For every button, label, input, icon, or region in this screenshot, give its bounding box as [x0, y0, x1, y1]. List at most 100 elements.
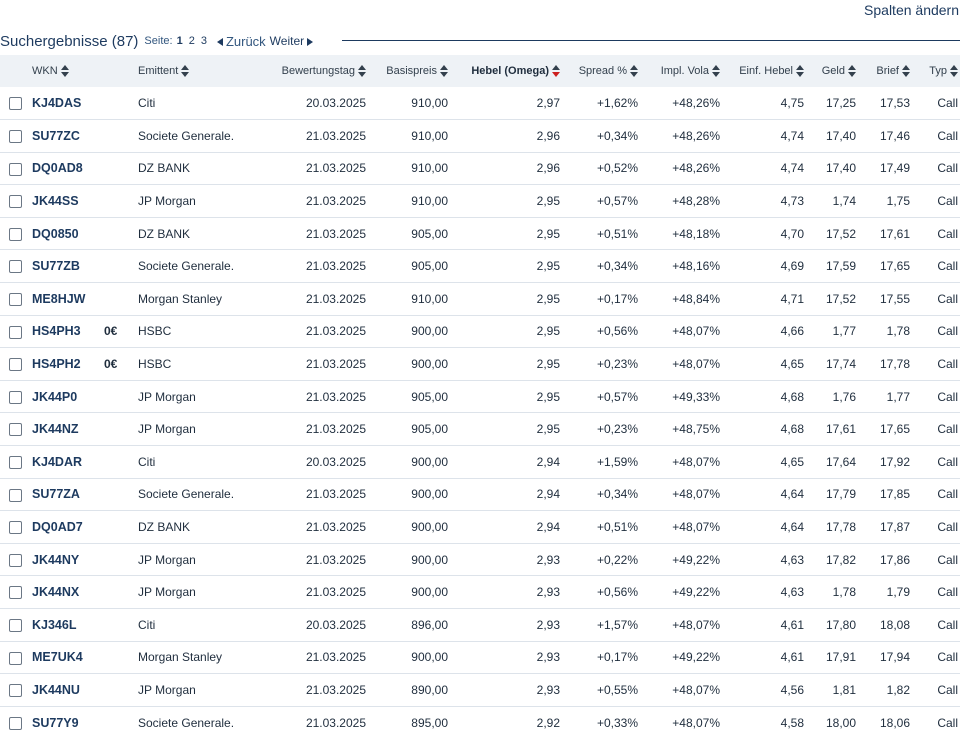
- header-wkn[interactable]: WKN: [30, 55, 102, 87]
- table-row[interactable]: JK44P0 JP Morgan 21.03.2025 905,00 2,95 +0,57…: [0, 380, 960, 413]
- header-bewertungstag[interactable]: Bewertungstag: [268, 55, 368, 87]
- wkn-link[interactable]: JK44NU: [32, 682, 80, 697]
- basispreis-cell: 900,00: [411, 487, 448, 502]
- row-checkbox[interactable]: [8, 488, 22, 502]
- table-row[interactable]: DQ0850 DZ BANK 21.03.2025 905,00 2,95 +0,51% +…: [0, 217, 960, 250]
- table-row[interactable]: SU77ZA Societe Generale. 21.03.2025 900,00 2…: [0, 478, 960, 511]
- einf-hebel-cell: 4,64: [780, 520, 804, 535]
- table-row[interactable]: KJ4DAR Citi 20.03.2025 900,00 2,94 +1,59% +48,…: [0, 446, 960, 479]
- header-vola[interactable]: Impl. Vola: [640, 55, 722, 87]
- row-checkbox[interactable]: [8, 651, 22, 665]
- spread-cell: +0,17%: [596, 291, 638, 306]
- header-spread[interactable]: Spread %: [562, 55, 640, 87]
- table-row[interactable]: SU77ZB Societe Generale. 21.03.2025 905,00 2…: [0, 250, 960, 283]
- wkn-link[interactable]: HS4PH2: [32, 357, 81, 372]
- table-row[interactable]: JK44SS JP Morgan 21.03.2025 910,00 2,95 +0,57…: [0, 185, 960, 218]
- wkn-link[interactable]: KJ4DAR: [32, 454, 83, 469]
- wkn-link[interactable]: SU77ZC: [32, 128, 80, 143]
- row-checkbox[interactable]: [8, 423, 22, 437]
- row-checkbox[interactable]: [8, 162, 22, 176]
- table-row[interactable]: HS4PH3 0€ HSBC 21.03.2025 900,00 2,95 +0,56% +4…: [0, 315, 960, 348]
- row-checkbox[interactable]: [8, 684, 22, 698]
- einf-hebel-cell: 4,73: [780, 194, 804, 209]
- header-basispreis[interactable]: Basispreis: [368, 55, 450, 87]
- row-checkbox[interactable]: [8, 521, 22, 535]
- emittent-cell: Societe Generale.: [138, 715, 235, 730]
- wkn-link[interactable]: JK44NY: [32, 552, 80, 567]
- wkn-link[interactable]: SU77Y9: [32, 715, 79, 730]
- wkn-link[interactable]: SU77ZA: [32, 487, 80, 502]
- table-row[interactable]: ME8HJW Morgan Stanley 21.03.2025 910,00 2,95…: [0, 283, 960, 316]
- emittent-cell: DZ BANK: [138, 520, 191, 535]
- table-row[interactable]: JK44NU JP Morgan 21.03.2025 890,00 2,93 +0,55…: [0, 674, 960, 707]
- row-checkbox-cell: [0, 641, 30, 674]
- header-typ[interactable]: Typ: [912, 55, 960, 87]
- wkn-link[interactable]: SU77ZB: [32, 259, 80, 274]
- table-row[interactable]: JK44NY JP Morgan 21.03.2025 900,00 2,93 +0,22…: [0, 543, 960, 576]
- spread-cell: +0,23%: [596, 357, 638, 372]
- results-table: WKN Emittent Bewertungstag Basispreis He…: [0, 55, 960, 735]
- header-bewertungstag-label: Bewertungstag: [281, 64, 355, 77]
- hebel-cell: 2,92: [536, 715, 560, 730]
- header-emittent[interactable]: Emittent: [136, 55, 268, 87]
- table-row[interactable]: ME7UK4 Morgan Stanley 21.03.2025 900,00 2,93…: [0, 641, 960, 674]
- page-3-link[interactable]: 3: [200, 35, 207, 47]
- table-row[interactable]: JK44NZ JP Morgan 21.03.2025 905,00 2,95 +0,23…: [0, 413, 960, 446]
- table-row[interactable]: DQ0AD8 DZ BANK 21.03.2025 910,00 2,96 +0,52% +…: [0, 152, 960, 185]
- row-checkbox[interactable]: [8, 358, 22, 372]
- row-checkbox[interactable]: [8, 390, 22, 404]
- header-brief[interactable]: Brief: [858, 55, 912, 87]
- row-checkbox[interactable]: [8, 97, 22, 111]
- wkn-link[interactable]: DQ0AD7: [32, 520, 83, 535]
- wkn-link[interactable]: ME8HJW: [32, 291, 86, 306]
- wkn-link[interactable]: JK44NZ: [32, 422, 79, 437]
- row-checkbox[interactable]: [8, 227, 22, 241]
- wkn-link[interactable]: ME7UK4: [32, 650, 83, 665]
- header-geld[interactable]: Geld: [806, 55, 858, 87]
- page-1-link[interactable]: 1: [176, 35, 183, 47]
- wkn-link[interactable]: KJ346L: [32, 617, 77, 632]
- header-typ-label: Typ: [929, 64, 947, 77]
- row-checkbox[interactable]: [8, 618, 22, 632]
- next-button[interactable]: Weiter: [270, 34, 314, 48]
- page-2-link[interactable]: 2: [188, 35, 195, 47]
- table-row[interactable]: DQ0AD7 DZ BANK 21.03.2025 900,00 2,94 +0,51% +…: [0, 511, 960, 544]
- row-checkbox[interactable]: [8, 293, 22, 307]
- bewertungstag-cell: 21.03.2025: [305, 226, 366, 241]
- table-row[interactable]: SU77ZC Societe Generale. 21.03.2025 910,00 2…: [0, 120, 960, 153]
- emittent-cell: HSBC: [138, 324, 172, 339]
- wkn-link[interactable]: JK44SS: [32, 194, 79, 209]
- basispreis-cell: 896,00: [411, 617, 448, 632]
- row-checkbox-cell: [0, 446, 30, 479]
- row-checkbox[interactable]: [8, 716, 22, 730]
- row-checkbox[interactable]: [8, 130, 22, 144]
- table-row[interactable]: SU77Y9 Societe Generale. 21.03.2025 895,00 2…: [0, 706, 960, 735]
- row-checkbox[interactable]: [8, 455, 22, 469]
- zero-fee-badge: [102, 283, 136, 316]
- basispreis-cell: 910,00: [411, 161, 448, 176]
- wkn-link[interactable]: DQ0850: [32, 226, 79, 241]
- row-checkbox[interactable]: [8, 260, 22, 274]
- row-checkbox[interactable]: [8, 586, 22, 600]
- spread-cell: +0,57%: [596, 194, 638, 209]
- row-checkbox[interactable]: [8, 553, 22, 567]
- table-row[interactable]: KJ346L Citi 20.03.2025 896,00 2,93 +1,57% +48,…: [0, 609, 960, 642]
- hebel-cell: 2,95: [536, 194, 560, 209]
- row-checkbox[interactable]: [8, 325, 22, 339]
- table-row[interactable]: KJ4DAS Citi 20.03.2025 910,00 2,97 +1,62% +48,…: [0, 87, 960, 120]
- spread-cell: +0,56%: [596, 324, 638, 339]
- header-einf-hebel[interactable]: Einf. Hebel: [722, 55, 806, 87]
- table-row[interactable]: HS4PH2 0€ HSBC 21.03.2025 900,00 2,95 +0,23% +4…: [0, 348, 960, 381]
- table-row[interactable]: JK44NX JP Morgan 21.03.2025 900,00 2,93 +0,56…: [0, 576, 960, 609]
- row-checkbox[interactable]: [8, 195, 22, 209]
- back-button[interactable]: Zurück: [216, 34, 266, 49]
- wkn-link[interactable]: HS4PH3: [32, 324, 81, 339]
- bewertungstag-cell: 20.03.2025: [305, 617, 366, 632]
- wkn-link[interactable]: DQ0AD8: [32, 161, 83, 176]
- change-columns-link[interactable]: Spalten ändern: [864, 2, 959, 18]
- wkn-link[interactable]: JK44P0: [32, 389, 78, 404]
- wkn-link[interactable]: JK44NX: [32, 585, 80, 600]
- header-hebel[interactable]: Hebel (Omega): [450, 55, 562, 87]
- wkn-link[interactable]: KJ4DAS: [32, 96, 82, 111]
- basispreis-cell: 910,00: [411, 96, 448, 111]
